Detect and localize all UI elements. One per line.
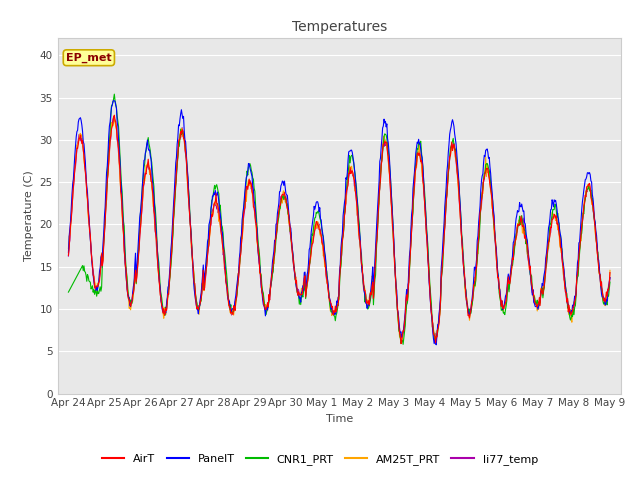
X-axis label: Time: Time (326, 414, 353, 424)
Title: Temperatures: Temperatures (292, 21, 387, 35)
Y-axis label: Temperature (C): Temperature (C) (24, 170, 34, 262)
Text: EP_met: EP_met (66, 53, 111, 63)
Legend: AirT, PanelT, CNR1_PRT, AM25T_PRT, li77_temp: AirT, PanelT, CNR1_PRT, AM25T_PRT, li77_… (98, 450, 542, 469)
